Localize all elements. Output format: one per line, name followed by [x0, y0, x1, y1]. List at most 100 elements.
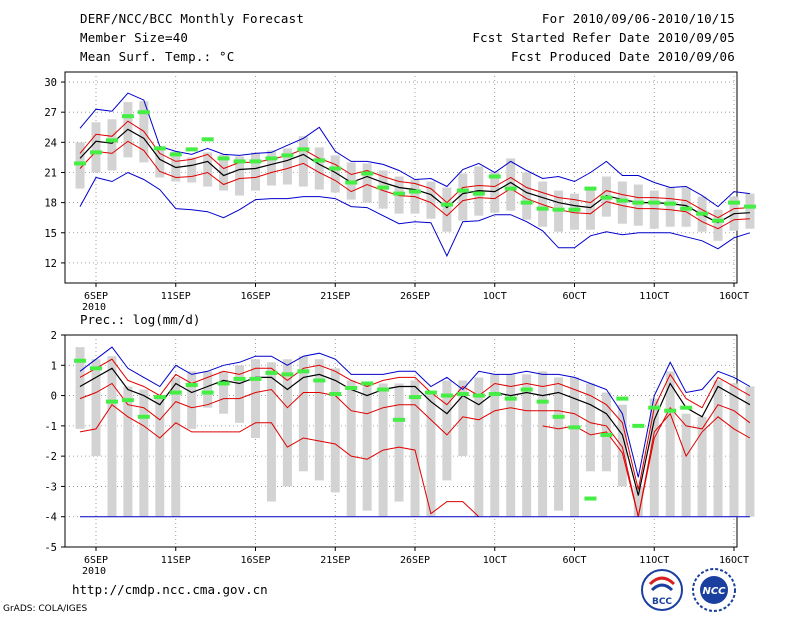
observed-marker	[456, 188, 469, 193]
observed-marker	[361, 381, 374, 386]
chart-title: DERF/NCC/BCC Monthly Forecast	[80, 11, 305, 26]
x-tick-label: 21SEP	[320, 291, 350, 302]
observed-marker	[74, 161, 87, 166]
ensemble-box	[697, 416, 707, 517]
observed-marker	[90, 150, 102, 155]
observed-marker	[74, 358, 87, 363]
observed-marker	[409, 395, 421, 400]
observed-marker	[440, 393, 453, 398]
y-tick-label: 1	[51, 360, 57, 372]
observed-marker	[456, 392, 469, 397]
ensemble-box	[75, 347, 85, 429]
ensemble-box	[426, 392, 436, 517]
ensemble-box	[91, 359, 101, 457]
series-max	[79, 92, 750, 208]
forecast-started-date: Fcst Started Refer Date 2010/09/05	[472, 30, 735, 45]
ensemble-box	[506, 158, 516, 211]
ensemble-box	[458, 380, 468, 457]
observed-marker	[680, 206, 693, 211]
observed-marker	[185, 147, 198, 152]
ensemble-box	[171, 377, 181, 517]
variable-label: Mean Surf. Temp.: °C	[80, 49, 235, 64]
x-tick-label: 6SEP	[84, 555, 108, 566]
svg-text:NCC: NCC	[702, 586, 726, 597]
observed-marker	[664, 201, 677, 206]
observed-marker	[233, 376, 246, 381]
observed-marker	[504, 396, 517, 401]
observed-marker	[409, 189, 421, 194]
ensemble-box	[649, 190, 659, 229]
ensemble-box	[330, 155, 340, 193]
ensemble-box	[203, 152, 213, 187]
ensemble-box	[266, 362, 276, 502]
plot-frame	[64, 71, 738, 284]
y-tick-label: 24	[44, 137, 57, 149]
ensemble-box	[330, 368, 340, 493]
observed-marker	[329, 392, 342, 397]
ensemble-box	[235, 365, 245, 423]
ensemble-box	[617, 404, 627, 487]
ensemble-box	[203, 371, 213, 408]
observed-marker	[520, 200, 533, 205]
observed-marker	[536, 399, 549, 404]
ensemble-box	[123, 386, 133, 517]
observed-marker	[233, 159, 246, 164]
x-tick-label: 21SEP	[320, 555, 350, 566]
observed-marker	[105, 138, 118, 143]
observed-marker	[696, 211, 709, 216]
ensemble-box	[266, 150, 276, 186]
observed-marker	[265, 370, 278, 375]
observed-marker	[616, 198, 629, 203]
ensemble-box	[346, 380, 356, 517]
ensemble-box	[554, 377, 564, 511]
ensemble-box	[458, 173, 468, 221]
y-tick-label: -2	[44, 451, 57, 463]
observed-marker	[377, 387, 390, 392]
ensemble-box	[219, 371, 229, 414]
observed-marker	[552, 414, 565, 419]
x-tick-label: 1OCT	[483, 291, 507, 302]
ensemble-box	[251, 152, 260, 191]
observed-marker	[568, 207, 581, 212]
observed-marker	[584, 496, 597, 501]
ensemble-box	[187, 371, 197, 429]
ncc-logo: NCC	[692, 568, 736, 612]
ensemble-box	[75, 142, 85, 189]
ensemble-box	[107, 119, 117, 171]
ensemble-box	[394, 383, 404, 502]
y-tick-label: 2	[51, 330, 57, 342]
x-tick-label: 1OCT	[483, 555, 507, 566]
ensemble-box	[155, 398, 165, 517]
ensemble-box	[251, 359, 260, 438]
observed-marker	[743, 204, 756, 209]
x-tick-label: 16SEP	[240, 555, 270, 566]
ensemble-box	[362, 383, 372, 511]
observed-marker	[297, 147, 310, 152]
source-url[interactable]: http://cmdp.ncc.cma.gov.cn	[72, 582, 268, 597]
x-tick-label: 11SEP	[161, 291, 191, 302]
observed-marker	[345, 180, 358, 185]
series-ensemble-mean	[79, 367, 751, 496]
bcc-logo: BCC	[641, 569, 683, 611]
observed-marker	[201, 390, 214, 395]
observed-marker	[121, 114, 134, 119]
ensemble-box	[139, 389, 149, 517]
ensemble-box	[219, 154, 229, 191]
series-min	[79, 171, 751, 258]
ensemble-box	[362, 163, 372, 203]
ensemble-box	[538, 371, 548, 517]
observed-marker	[632, 423, 645, 428]
ensemble-box	[729, 383, 739, 517]
y-tick-label: 15	[44, 228, 57, 240]
ensemble-box	[633, 184, 643, 226]
x-tick-label: 11OCT	[639, 555, 669, 566]
observed-marker	[329, 166, 342, 171]
observed-marker	[712, 218, 725, 223]
observed-marker	[201, 137, 214, 142]
ensemble-box	[649, 398, 659, 517]
ensemble-box	[442, 187, 452, 232]
observed-marker	[488, 392, 501, 397]
x-tick-label: 6OCT	[562, 555, 586, 566]
observed-marker	[393, 417, 406, 422]
x-tick-label: 16OCT	[719, 291, 749, 302]
